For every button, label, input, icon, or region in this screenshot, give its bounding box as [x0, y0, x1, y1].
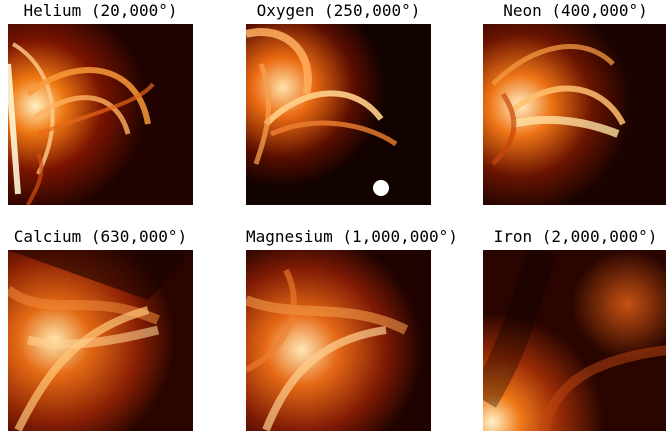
solar-image-helium — [8, 24, 193, 205]
panel-title: Magnesium (1,000,000°) — [246, 227, 458, 246]
solar-image-magnesium — [246, 250, 431, 431]
white-dot — [373, 180, 389, 196]
panel-title: Calcium (630,000°) — [13, 227, 188, 246]
solar-image-calcium — [8, 250, 193, 431]
panel-title: Oxygen (250,000°) — [256, 1, 421, 20]
panel-title: Iron (2,000,000°) — [493, 227, 658, 246]
solar-image-oxygen — [246, 24, 431, 205]
solar-image-iron — [483, 250, 666, 431]
solar-image-neon — [483, 24, 666, 205]
panel-title: Helium (20,000°) — [23, 1, 178, 20]
panel-title: Neon (400,000°) — [503, 1, 648, 20]
